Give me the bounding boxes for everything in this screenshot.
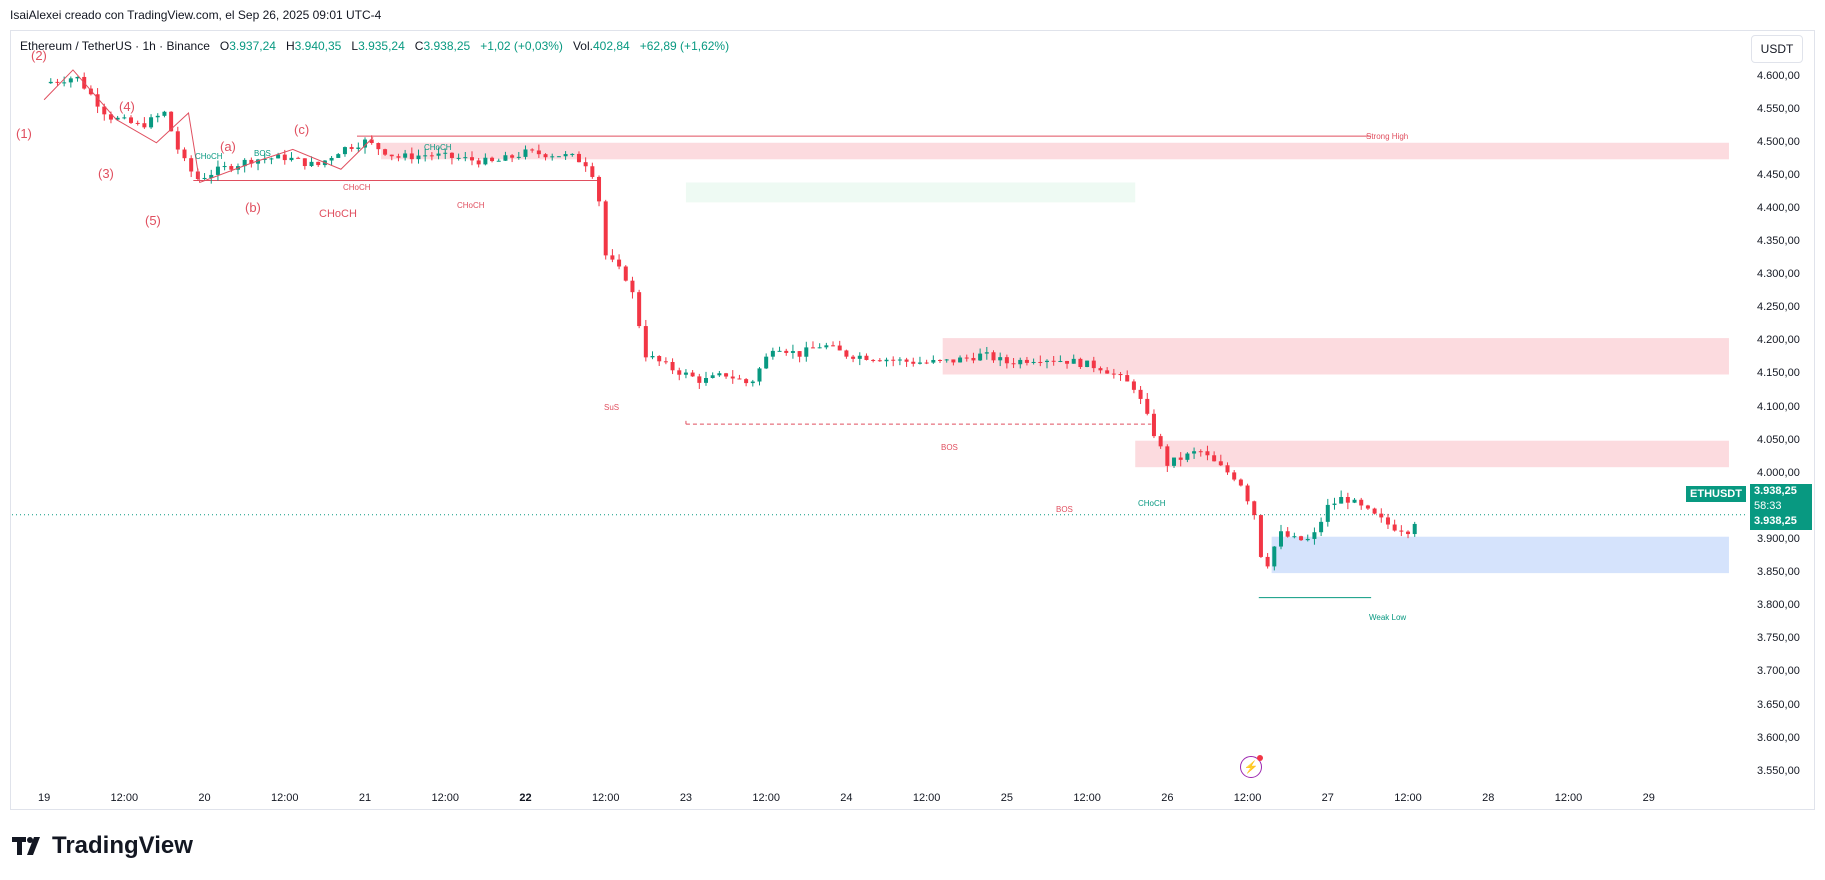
legend-change: +1,02 (+0,03%) [480, 39, 563, 53]
legend-volume-change: +62,89 (+1,62%) [639, 39, 730, 53]
wave-label: (c) [294, 122, 310, 137]
time-tick: 21 [358, 792, 372, 804]
legend-volume-value: 402,84 [592, 39, 630, 53]
choch-label: CHoCH [319, 208, 357, 220]
price-tick: 3.650,00 [1757, 698, 1800, 711]
time-tick: 22 [519, 792, 532, 804]
last-price-tag: 3.938,25 58:33 3.938,25 [1750, 484, 1812, 530]
price-tick: 4.600,00 [1757, 69, 1800, 82]
chart-caption: IsaiAlexei creado con TradingView.com, e… [10, 8, 382, 22]
choch-label: CHoCH [343, 183, 371, 192]
price-tick: 4.200,00 [1757, 334, 1800, 347]
legend-title[interactable]: Ethereum / TetherUS · 1h · Binance [20, 39, 210, 53]
tradingview-logo[interactable]: TradingView [12, 832, 193, 860]
tradingview-logo-icon [12, 837, 40, 855]
price-tick: 3.900,00 [1757, 533, 1800, 546]
time-tick: 12:00 [431, 792, 460, 804]
wave-label: (5) [145, 213, 161, 228]
time-tick: 12:00 [110, 792, 139, 804]
price-tick: 4.100,00 [1757, 400, 1800, 413]
price-tick: 4.400,00 [1757, 201, 1800, 214]
wave-label: (b) [245, 200, 261, 215]
wave-label: (4) [119, 99, 135, 114]
wave-label: (2) [31, 48, 47, 63]
brand-name: TradingView [52, 832, 193, 859]
legend-close-value: 3.938,25 [423, 39, 471, 53]
bos-label: BOS [941, 443, 958, 452]
price-tick: 4.550,00 [1757, 102, 1800, 115]
bar-countdown: 58:33 [1754, 500, 1782, 512]
time-tick: 12:00 [271, 792, 299, 804]
time-tick: 23 [679, 792, 693, 804]
bos-label: BOS [254, 149, 271, 158]
legend-open-value: 3.937,24 [229, 39, 276, 53]
time-tick: 12:00 [1394, 792, 1422, 804]
price-tick: 4.500,00 [1757, 135, 1800, 148]
strong-high-label: Strong High [1366, 132, 1409, 141]
flash-icon[interactable]: ⚡ [1240, 755, 1263, 778]
legend-volume-label: Vol. [572, 39, 593, 53]
legend-open-label: O [219, 39, 230, 53]
price-tick: 4.450,00 [1757, 168, 1800, 181]
symbol-legend[interactable]: Ethereum / TetherUS · 1h · Binance O3.93… [20, 39, 729, 53]
notification-dot [1257, 755, 1263, 761]
price-tick: 3.550,00 [1757, 764, 1800, 777]
legend-high-value: 3.940,35 [294, 39, 342, 53]
time-tick: 12:00 [752, 792, 780, 804]
time-tick: 27 [1321, 792, 1334, 804]
weak-low-label: Weak Low [1369, 613, 1407, 622]
time-tick: 26 [1161, 792, 1174, 804]
legend-low-value: 3.935,24 [358, 39, 405, 53]
choch-label: CHoCH [195, 152, 223, 161]
wave-label: (1) [16, 126, 32, 141]
choch-label: CHoCH [424, 143, 452, 152]
price-tick: 3.600,00 [1757, 731, 1800, 744]
price-tick: 4.300,00 [1757, 268, 1800, 281]
price-tick: 3.700,00 [1757, 665, 1800, 678]
time-tick: 12:00 [591, 792, 620, 804]
price-tick: 3.850,00 [1757, 566, 1800, 579]
time-tick: 24 [840, 792, 853, 804]
price-tick: 4.250,00 [1757, 301, 1800, 314]
sus-label: SuS [604, 403, 620, 412]
time-tick: 12:00 [1233, 792, 1262, 804]
price-tick: 4.150,00 [1757, 367, 1800, 380]
legend-high-label: H [285, 39, 295, 53]
time-tick: 19 [37, 792, 51, 804]
currency-button[interactable]: USDT [1751, 35, 1803, 63]
last-price-repeat: 3.938,25 [1754, 515, 1797, 527]
last-price: 3.938,25 [1754, 485, 1797, 497]
price-tick: 4.350,00 [1757, 235, 1800, 248]
choch-label: CHoCH [457, 201, 485, 210]
bos-label: BOS [1056, 505, 1073, 514]
legend-close-label: C [414, 39, 424, 53]
legend-low-label: L [351, 39, 359, 53]
wave-label: (3) [98, 166, 114, 181]
time-tick: 28 [1482, 792, 1495, 804]
price-tick: 4.050,00 [1757, 433, 1800, 446]
time-tick: 29 [1642, 792, 1655, 804]
chart-frame [10, 30, 1815, 810]
time-tick: 20 [198, 792, 211, 804]
price-tick: 3.800,00 [1757, 599, 1800, 612]
wave-label: (a) [220, 139, 236, 154]
time-tick: 25 [1000, 792, 1013, 804]
time-tick: 12:00 [1554, 792, 1583, 804]
price-tick: 4.000,00 [1757, 466, 1800, 479]
choch-label: CHoCH [1138, 499, 1166, 508]
time-tick: 12:00 [912, 792, 941, 804]
symbol-price-tag: ETHUSDT [1686, 486, 1746, 502]
price-tick: 3.750,00 [1757, 632, 1800, 645]
time-tick: 12:00 [1073, 792, 1101, 804]
